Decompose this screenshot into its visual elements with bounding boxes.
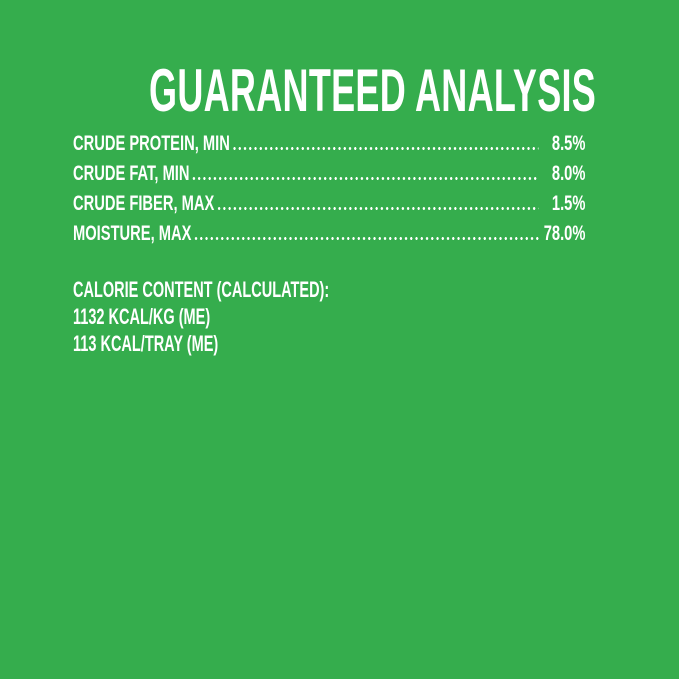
analysis-row-label: CRUDE FAT, MIN [73, 162, 190, 185]
calorie-content-block: CALORIE CONTENT (CALCULATED): 1132 KCAL/… [73, 276, 329, 357]
title-row: GUARANTEED ANALYSIS [0, 61, 679, 121]
analysis-row-value: 1.5% [551, 192, 586, 215]
analysis-row-label: MOISTURE, MAX [73, 222, 192, 245]
analysis-row-crude-fiber: CRUDE FIBER, MAX 1.5% [73, 189, 585, 219]
analysis-row-moisture: MOISTURE, MAX 78.0% [73, 219, 585, 249]
calorie-line-kcal-per-kg: 1132 KCAL/KG (ME) [73, 304, 211, 329]
calorie-line-kcal-per-tray: 113 KCAL/TRAY (ME) [73, 331, 219, 356]
dot-leader [216, 207, 539, 210]
analysis-table: CRUDE PROTEIN, MIN 8.5% CRUDE FAT, MIN 8… [73, 129, 585, 249]
dot-leader [191, 177, 539, 180]
analysis-row-label: CRUDE FIBER, MAX [73, 192, 215, 215]
analysis-row-label: CRUDE PROTEIN, MIN [73, 132, 230, 155]
analysis-row-crude-fat: CRUDE FAT, MIN 8.0% [73, 159, 585, 189]
analysis-row-value: 8.5% [551, 132, 586, 155]
calorie-content-heading: CALORIE CONTENT (CALCULATED): [73, 277, 330, 302]
analysis-row-crude-protein: CRUDE PROTEIN, MIN 8.5% [73, 129, 585, 159]
analysis-row-value: 78.0% [543, 222, 586, 245]
analysis-row-value: 8.0% [551, 162, 586, 185]
dot-leader [231, 147, 539, 150]
dot-leader [193, 237, 539, 240]
page-title: GUARANTEED ANALYSIS [149, 57, 597, 124]
